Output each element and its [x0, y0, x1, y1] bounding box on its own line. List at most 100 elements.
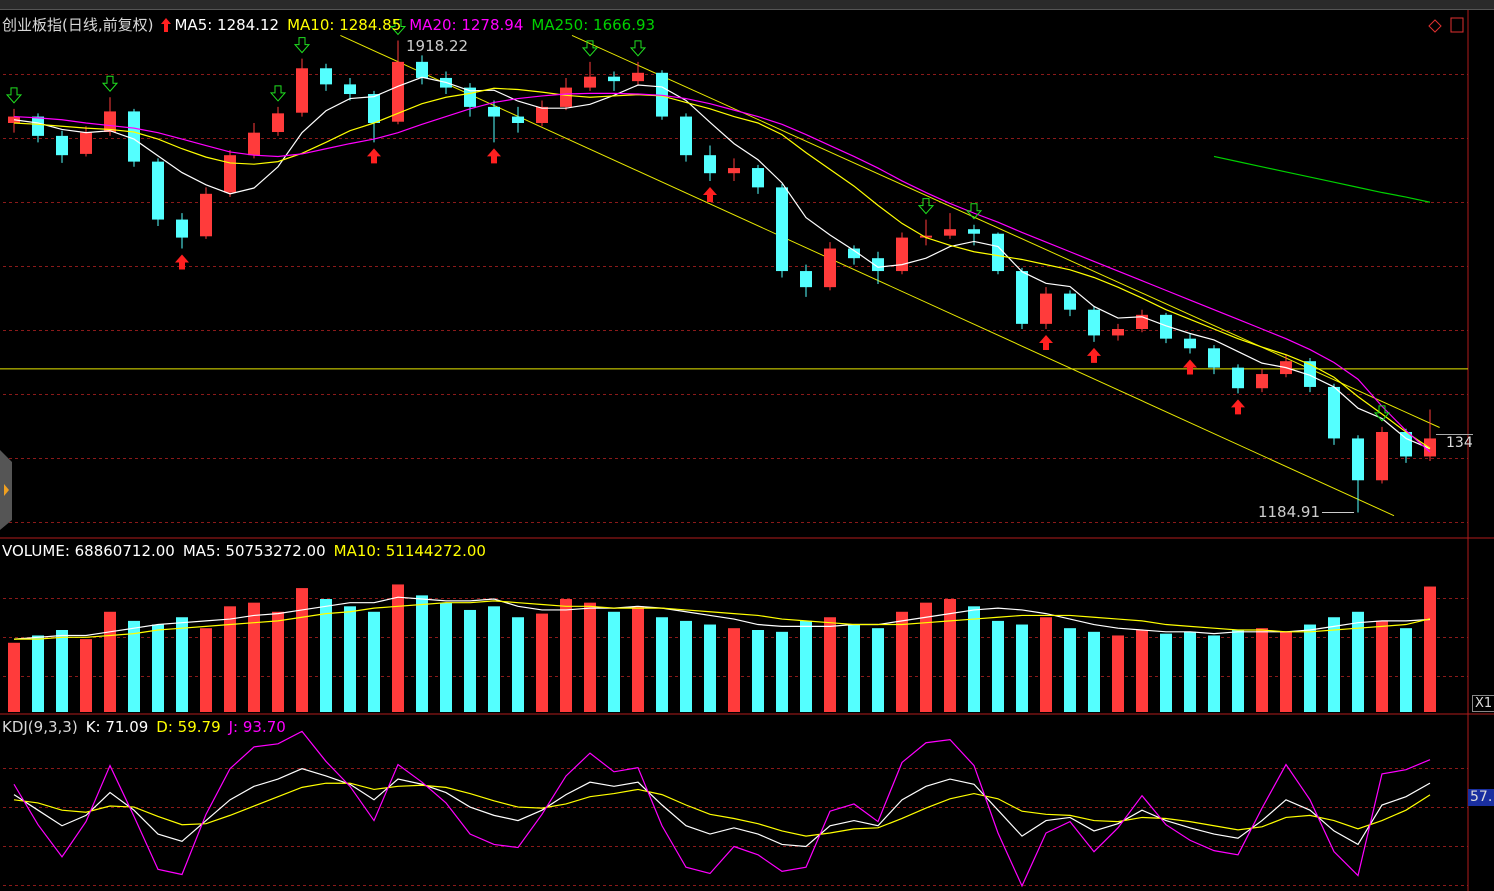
candle-body — [416, 61, 428, 78]
volume-bar — [176, 617, 188, 712]
candle-body — [752, 168, 764, 188]
volume-bar — [440, 602, 452, 712]
candle-body — [152, 161, 164, 220]
series-line — [13, 92, 1431, 453]
trend-line — [340, 34, 1395, 517]
volume-bar — [1376, 620, 1388, 712]
candle-body — [368, 94, 380, 123]
volume-bar — [80, 639, 92, 712]
candle-body — [1064, 293, 1076, 310]
buy-signal — [1087, 347, 1101, 363]
window-buttons[interactable] — [1428, 17, 1464, 33]
series-line — [13, 76, 1431, 450]
kdj-header: KDJ(9,3,3) K: 71.09 D: 59.79 J: 93.70 — [2, 718, 294, 736]
candle-body — [800, 271, 812, 288]
volume-bar — [1160, 633, 1172, 712]
legend-entry: MA5: 50753272.00 — [182, 542, 326, 560]
sell-signal — [293, 37, 311, 54]
volume-bar — [224, 606, 236, 712]
series-line — [14, 600, 1431, 640]
volume-bar — [344, 606, 356, 712]
side-tab-arrow — [4, 484, 9, 496]
candle-body — [632, 72, 644, 82]
header-arrow — [161, 18, 172, 32]
buy-signal — [1231, 399, 1245, 415]
candle-body — [488, 106, 500, 117]
series-line — [13, 730, 1431, 888]
candle-body — [1208, 348, 1220, 368]
candle-body — [1376, 432, 1388, 481]
volume-bar — [1304, 624, 1316, 712]
candle-body — [848, 248, 860, 259]
buy-signal — [367, 148, 381, 164]
volume-bar — [1112, 635, 1124, 712]
volume-bar — [152, 624, 164, 712]
series-line — [13, 596, 1431, 640]
candle-body — [224, 155, 236, 193]
volume-header: VOLUME: 68860712.00 MA5: 50753272.00 MA10:… — [2, 542, 494, 560]
candle-body — [608, 76, 620, 82]
legend-entry: VOLUME: 68860712.00 — [2, 542, 175, 560]
volume-bar — [584, 602, 596, 712]
volume-bar — [680, 620, 692, 712]
volume-side-label: X1 — [1472, 695, 1494, 712]
buy-signal — [1039, 335, 1053, 350]
candle-body — [272, 113, 284, 133]
candle-body — [1256, 374, 1268, 389]
volume-bar — [704, 624, 716, 712]
candle-body — [1112, 329, 1124, 336]
kdj-side-label: 57. — [1468, 789, 1494, 806]
legend-entry: D: 59.79 — [156, 718, 221, 736]
volume-bar — [536, 613, 548, 712]
volume-bar — [1256, 628, 1268, 712]
volume-bar — [632, 606, 644, 712]
candle-body — [1352, 438, 1364, 481]
volume-bar — [56, 630, 68, 712]
candle-body — [944, 229, 956, 236]
buy-signal — [487, 148, 501, 164]
candle-body — [128, 111, 140, 162]
buy-signal — [175, 254, 189, 270]
volume-bar — [1088, 631, 1100, 712]
candle-body — [920, 235, 932, 238]
sell-signal — [389, 18, 407, 36]
volume-bar — [512, 617, 524, 712]
high-label: 1918.22 — [406, 37, 468, 55]
candle-body — [176, 219, 188, 238]
volume-bar — [656, 617, 668, 712]
volume-bar — [728, 628, 740, 712]
sell-signal — [581, 40, 599, 57]
volume-bar — [1136, 630, 1148, 712]
volume-bar — [800, 620, 812, 712]
volume-bar — [104, 611, 116, 712]
candle-body — [56, 135, 68, 156]
volume-bar — [1352, 611, 1364, 712]
volume-bar — [320, 599, 332, 712]
volume-bar — [368, 611, 380, 712]
candle-body — [992, 233, 1004, 272]
candle-body — [512, 116, 524, 123]
volume-bar — [1040, 617, 1052, 712]
series-line — [13, 782, 1431, 837]
sell-signal — [101, 75, 119, 93]
volume-bar — [944, 599, 956, 712]
series-line — [13, 768, 1431, 848]
candle-body — [584, 76, 596, 88]
candle-body — [560, 87, 572, 107]
candle-body — [104, 111, 116, 133]
volume-bar — [488, 606, 500, 712]
title: KDJ(9,3,3) — [2, 718, 78, 736]
price-header: 创业板指(日线,前复权) MA5: 1284.12 MA10: 1284.85 MA2… — [2, 16, 663, 34]
sell-signal — [917, 198, 935, 215]
candle-body — [344, 84, 356, 95]
candle-body — [536, 106, 548, 123]
legend-entry: MA10: 1284.85 — [287, 16, 402, 34]
candle-body — [32, 116, 44, 136]
volume-bar — [464, 609, 476, 712]
candle-body — [1304, 361, 1316, 387]
volume-bar — [1232, 630, 1244, 712]
sell-signal — [269, 85, 287, 102]
volume-bar — [128, 620, 140, 712]
volume-bar — [200, 628, 212, 712]
